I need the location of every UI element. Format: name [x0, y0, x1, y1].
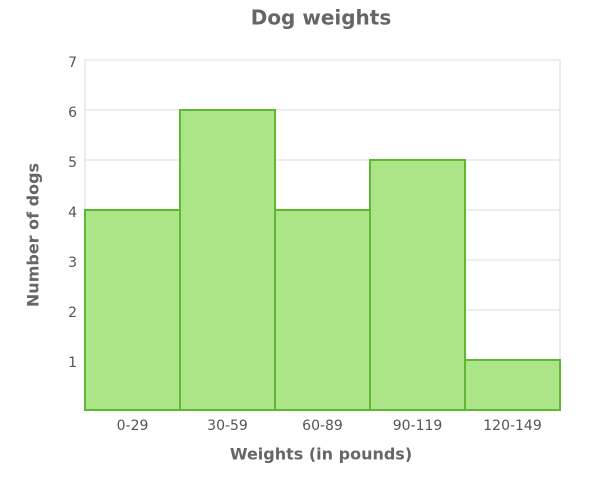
x-tick-label: 60-89: [302, 418, 343, 434]
y-tick-label: 7: [68, 55, 77, 71]
y-tick-label: 4: [68, 205, 77, 221]
bar: [464, 359, 561, 411]
y-tick-label: 6: [68, 105, 77, 121]
bar: [369, 159, 466, 411]
x-tick-label: 120-149: [483, 418, 542, 434]
bar: [179, 109, 276, 411]
y-tick-label: 5: [68, 155, 77, 171]
x-axis-label: Weights (in pounds): [230, 445, 412, 464]
y-tick-label: 2: [68, 305, 77, 321]
x-tick-label: 0-29: [117, 418, 149, 434]
chart-title: Dog weights: [251, 6, 392, 30]
y-axis-label: Number of dogs: [24, 163, 43, 307]
bar: [84, 209, 181, 411]
y-tick-label: 1: [68, 355, 77, 371]
x-tick-label: 90-119: [393, 418, 443, 434]
bar: [274, 209, 371, 411]
x-tick-label: 30-59: [207, 418, 248, 434]
y-tick-label: 3: [68, 255, 77, 271]
